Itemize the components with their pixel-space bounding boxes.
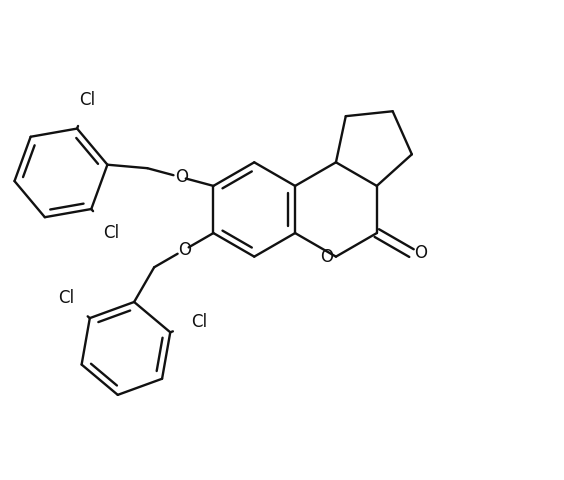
Text: O: O [320, 248, 333, 265]
Text: O: O [175, 168, 188, 186]
Text: O: O [178, 240, 191, 259]
Text: O: O [415, 244, 428, 262]
Text: Cl: Cl [80, 91, 96, 109]
Text: Cl: Cl [58, 289, 74, 307]
Text: Cl: Cl [191, 313, 207, 331]
Text: Cl: Cl [103, 224, 119, 241]
